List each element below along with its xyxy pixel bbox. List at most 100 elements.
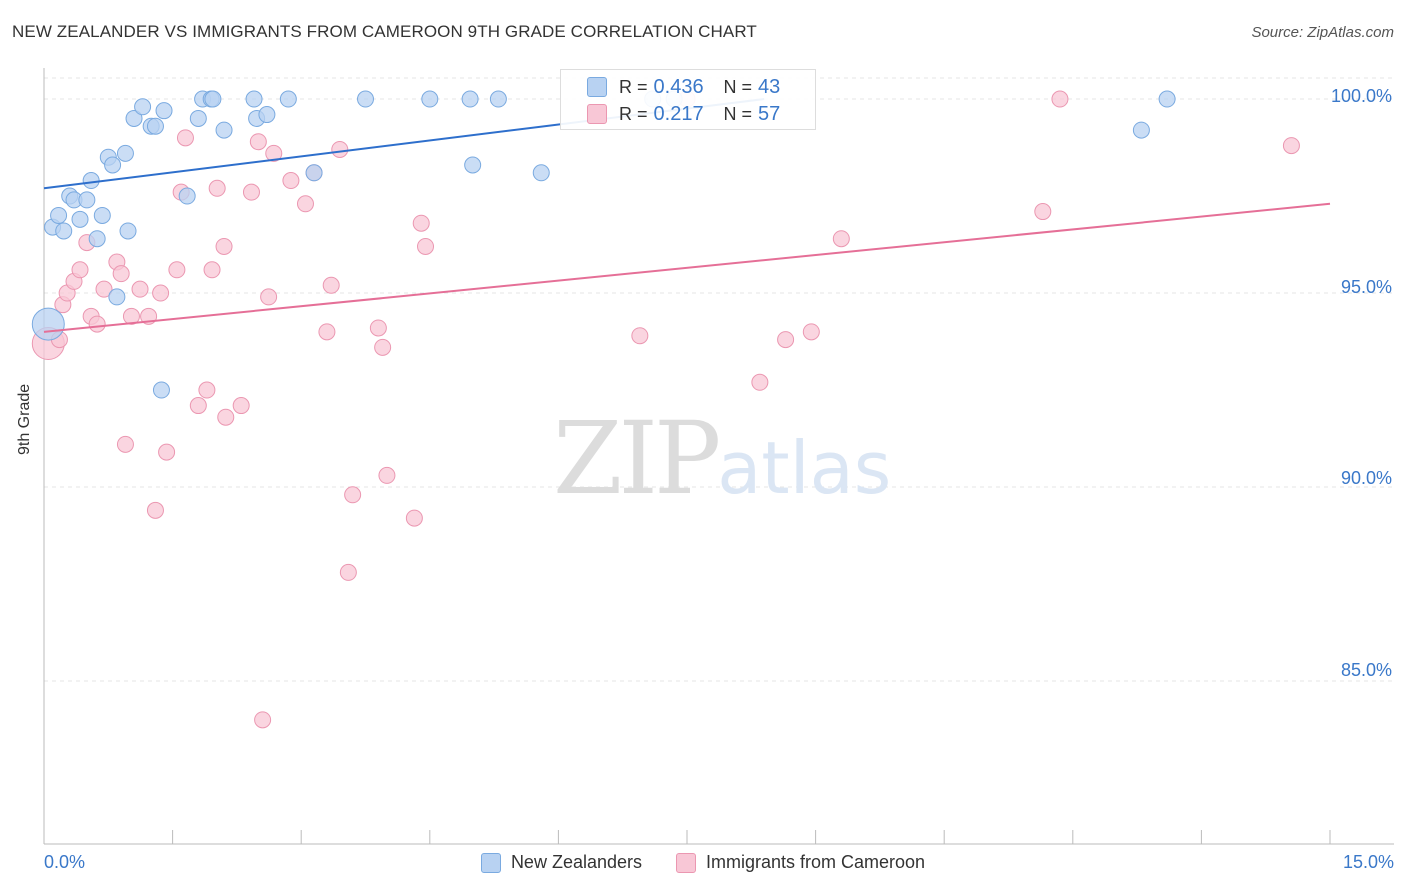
nz-point-38 bbox=[532, 164, 550, 182]
legend-blue-swatch bbox=[480, 852, 501, 873]
cm-point-45 bbox=[405, 509, 423, 527]
nz-point-7 bbox=[78, 191, 96, 209]
nz-point-8 bbox=[82, 172, 100, 190]
nz-point-6 bbox=[71, 210, 89, 228]
cm-point-47 bbox=[417, 237, 435, 255]
n-label: N = bbox=[723, 103, 753, 124]
nz-point-17 bbox=[134, 98, 152, 116]
blue-swatch bbox=[587, 77, 607, 97]
cm-point-53 bbox=[1034, 203, 1052, 221]
series-cameroon-points bbox=[31, 90, 1300, 729]
legend-pink-swatch bbox=[676, 852, 696, 873]
chart-title: NEW ZEALANDER VS IMMIGRANTS FROM CAMEROO… bbox=[12, 22, 757, 41]
cm-point-28 bbox=[232, 397, 250, 415]
nz-point-3 bbox=[55, 222, 73, 240]
nz-point-42 bbox=[1158, 90, 1176, 108]
r-value-new-zealanders: 0.436 bbox=[653, 75, 704, 98]
cm-point-25 bbox=[208, 179, 226, 197]
nz-point-33 bbox=[357, 90, 374, 108]
cm-point-19 bbox=[168, 261, 186, 279]
legend-item-cameroon[interactable]: Immigrants from Cameroon bbox=[676, 852, 925, 873]
legend-item-new-zealanders[interactable]: New Zealanders bbox=[480, 852, 642, 873]
nz-point-20 bbox=[152, 381, 170, 399]
cm-point-17 bbox=[152, 284, 170, 302]
cm-point-54 bbox=[1051, 90, 1069, 108]
cm-point-51 bbox=[802, 323, 820, 341]
cm-point-14 bbox=[131, 280, 149, 298]
cm-point-5 bbox=[71, 261, 89, 279]
nz-point-10 bbox=[93, 206, 111, 224]
cm-point-49 bbox=[751, 373, 769, 391]
nz-point-16 bbox=[125, 109, 143, 127]
nz-point-41 bbox=[1132, 121, 1150, 139]
cm-point-22 bbox=[189, 397, 207, 415]
cm-point-52 bbox=[832, 230, 850, 248]
cm-point-39 bbox=[331, 140, 349, 158]
nz-point-26 bbox=[204, 90, 222, 108]
nz-point-0 bbox=[31, 307, 65, 341]
axes bbox=[43, 68, 1394, 845]
nz-point-2 bbox=[50, 206, 68, 224]
cm-point-27 bbox=[217, 408, 235, 426]
cm-point-34 bbox=[282, 172, 300, 190]
r-label: R = bbox=[619, 76, 648, 97]
watermark-zip: ZIP bbox=[553, 400, 721, 517]
x-max-label: 15.0% bbox=[1342, 852, 1394, 872]
r-value-cameroon: 0.217 bbox=[653, 102, 704, 125]
pink-swatch bbox=[587, 104, 607, 124]
cm-point-26 bbox=[215, 237, 233, 255]
correlation-legend-box: R = 0.436 N = 43 R = 0.217 N = 57 bbox=[560, 69, 816, 130]
nz-point-23 bbox=[189, 109, 207, 127]
cm-point-48 bbox=[631, 327, 649, 345]
stat-row-new-zealanders: R = 0.436 N = 43 bbox=[561, 74, 780, 100]
cm-point-11 bbox=[112, 265, 130, 283]
nz-point-12 bbox=[104, 156, 122, 174]
cm-point-43 bbox=[374, 338, 392, 356]
nz-point-32 bbox=[305, 164, 323, 182]
nz-point-31 bbox=[279, 90, 297, 108]
nz-point-27 bbox=[215, 121, 233, 139]
nz-point-30 bbox=[258, 106, 276, 124]
nz-point-28 bbox=[245, 90, 263, 108]
y-tick-label-95: 95.0% bbox=[1340, 277, 1392, 297]
cm-point-42 bbox=[369, 319, 387, 337]
r-label: R = bbox=[619, 103, 648, 124]
n-value-new-zealanders: 43 bbox=[758, 75, 781, 98]
legend-label-cameroon: Immigrants from Cameroon bbox=[706, 852, 926, 872]
nz-point-13 bbox=[108, 288, 126, 306]
cm-point-40 bbox=[339, 563, 357, 581]
nz-point-36 bbox=[464, 156, 482, 174]
cm-point-9 bbox=[95, 280, 113, 298]
cm-point-18 bbox=[158, 443, 176, 461]
y-tick-label-100: 100.0% bbox=[1330, 86, 1392, 106]
cm-point-55 bbox=[1282, 137, 1300, 155]
cm-point-37 bbox=[318, 323, 336, 341]
nz-point-22 bbox=[178, 187, 196, 205]
cm-point-12 bbox=[116, 435, 134, 453]
cm-point-41 bbox=[344, 486, 362, 504]
cm-point-23 bbox=[198, 381, 216, 399]
cm-point-35 bbox=[296, 195, 314, 213]
cm-point-13 bbox=[122, 307, 140, 325]
cm-point-24 bbox=[203, 261, 221, 279]
nz-point-19 bbox=[146, 117, 164, 135]
x-tick-marks bbox=[43, 830, 1331, 844]
n-value-cameroon: 57 bbox=[758, 102, 781, 125]
cm-point-30 bbox=[249, 133, 267, 151]
stat-row-cameroon: R = 0.217 N = 57 bbox=[561, 101, 780, 127]
grid-lines bbox=[44, 77, 1394, 682]
zipatlas-watermark: ZIPatlas bbox=[553, 400, 891, 517]
series-new-zealanders-points bbox=[31, 90, 1176, 399]
cm-point-8 bbox=[88, 315, 106, 333]
nz-point-15 bbox=[119, 222, 137, 240]
x-min-label: 0.0% bbox=[44, 852, 86, 872]
trend-line-cameroon bbox=[43, 202, 1331, 333]
cm-point-16 bbox=[146, 501, 164, 519]
n-label: N = bbox=[723, 76, 753, 97]
cm-point-38 bbox=[322, 276, 340, 294]
y-tick-label-85: 85.0% bbox=[1340, 660, 1392, 680]
y-axis-title: 9th Grade bbox=[16, 383, 33, 455]
watermark-atlas: atlas bbox=[717, 426, 892, 510]
cm-point-50 bbox=[777, 331, 795, 349]
